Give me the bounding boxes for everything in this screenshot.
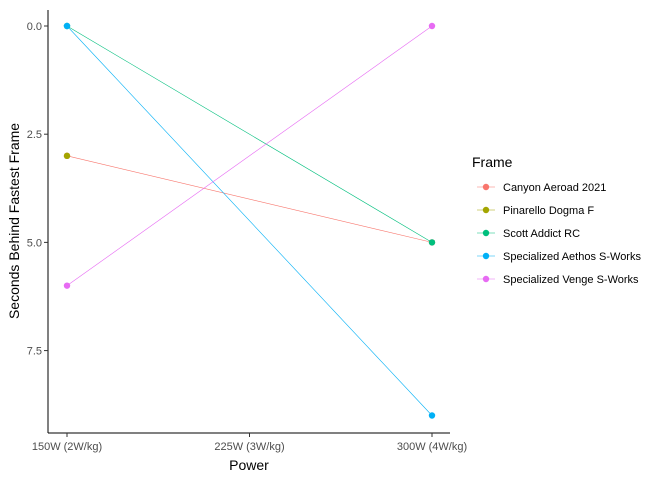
legend-label: Scott Addict RC: [503, 228, 580, 240]
data-point-specialized-venge-s-works: [428, 22, 436, 30]
legend-item-specialized-venge-s-works: Specialized Venge S-Works: [477, 274, 639, 286]
data-point-specialized-aethos-s-works: [428, 412, 436, 419]
y-tick-label: 5.0: [27, 237, 42, 249]
legend: Frame Canyon Aeroad 2021 Pinarello Dogma …: [472, 154, 641, 286]
y-tick-label: 0.0: [27, 21, 42, 33]
x-ticks: 150W (2W/kg) 225W (3W/kg) 300W (4W/kg): [32, 433, 467, 453]
legend-item-specialized-aethos-s-works: Specialized Aethos S-Works: [477, 251, 641, 263]
legend-label: Specialized Aethos S-Works: [503, 251, 641, 263]
legend-title: Frame: [472, 154, 513, 170]
series-line-specialized-venge-s-works: [66, 25, 433, 286]
legend-key-point: [482, 252, 490, 260]
series-line-specialized-aethos-s-works: [66, 25, 433, 416]
y-tick-label: 7.5: [27, 346, 42, 358]
x-tick-label: 300W (4W/kg): [397, 441, 467, 453]
x-tick-label: 150W (2W/kg): [32, 441, 102, 453]
series-line-canyon-aeroad-2021: [66, 155, 433, 243]
series-layer: [63, 22, 436, 419]
y-ticks: 0.0 2.5 5.0 7.5: [27, 21, 48, 358]
x-tick-label: 225W (3W/kg): [214, 441, 284, 453]
legend-item-pinarello-dogma-f: Pinarello Dogma F: [477, 205, 594, 217]
legend-key-point: [482, 229, 490, 237]
data-point-specialized-aethos-s-works: [63, 22, 71, 30]
legend-label: Specialized Venge S-Works: [503, 274, 639, 286]
series-line-scott-addict-rc: [66, 25, 433, 243]
x-axis-title: Power: [229, 457, 269, 473]
legend-label: Canyon Aeroad 2021: [503, 182, 606, 194]
legend-label: Pinarello Dogma F: [503, 205, 594, 217]
data-point-pinarello-dogma-f: [63, 152, 71, 160]
y-tick-label: 2.5: [27, 129, 42, 141]
axes-layer: [47, 10, 450, 434]
legend-item-canyon-aeroad-2021: Canyon Aeroad 2021: [477, 182, 606, 194]
legend-item-scott-addict-rc: Scott Addict RC: [477, 228, 580, 240]
legend-items: Canyon Aeroad 2021 Pinarello Dogma F Scott…: [477, 182, 641, 286]
y-axis-title: Seconds Behind Fastest Frame: [6, 123, 22, 319]
legend-key-point: [482, 275, 490, 283]
data-point-specialized-venge-s-works: [63, 282, 71, 289]
data-point-scott-addict-rc: [428, 239, 436, 246]
legend-key-point: [482, 183, 490, 191]
legend-key-point: [482, 206, 490, 214]
